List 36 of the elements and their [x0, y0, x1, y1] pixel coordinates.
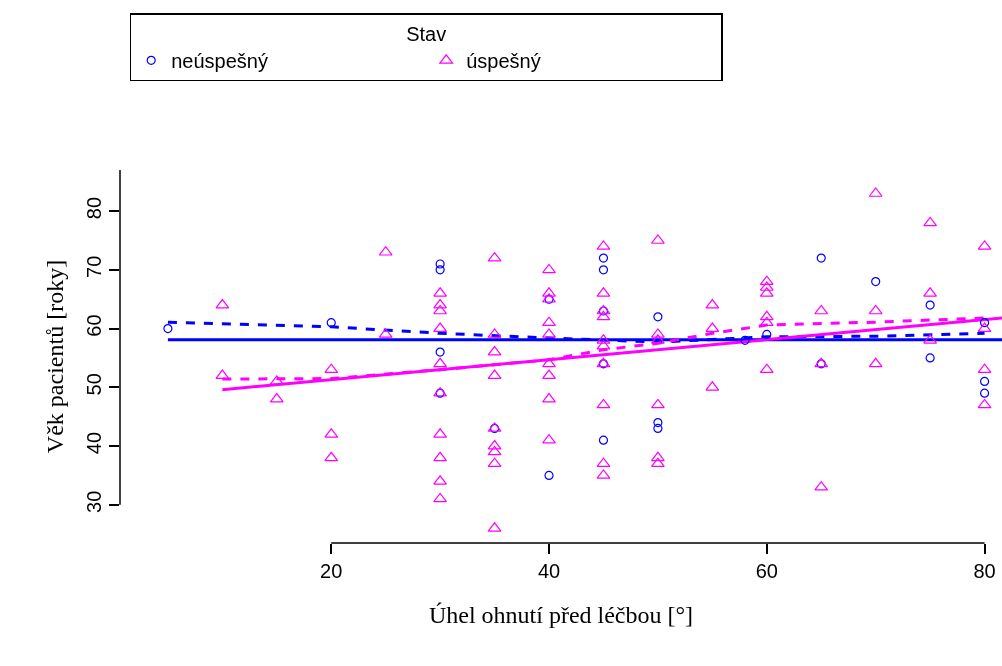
y-tick-label: 70: [83, 255, 105, 278]
point: [925, 353, 935, 363]
point: [653, 312, 663, 322]
legend-label: neúspešný: [171, 50, 268, 73]
y-tick-label: 40: [83, 431, 105, 455]
legend-title: Stav: [406, 22, 447, 45]
point: [435, 259, 445, 269]
y-tick-label: 80: [83, 196, 105, 220]
point: [979, 376, 990, 387]
point: [871, 277, 881, 287]
point: [925, 300, 935, 310]
x-axis-title: Úhel ohnutí před léčbou [°]: [428, 602, 694, 629]
point: [979, 318, 990, 328]
point: [598, 435, 609, 445]
x-tick-label: 20: [320, 560, 343, 582]
x-tick-label: 60: [755, 560, 778, 582]
point: [435, 347, 445, 357]
point: [653, 417, 663, 428]
point: [163, 324, 173, 334]
point: [544, 470, 554, 481]
point: [740, 335, 750, 345]
x-tick-label: 40: [537, 560, 561, 582]
point: [816, 253, 826, 263]
point: [979, 388, 990, 398]
point: [653, 423, 663, 434]
legend-label: úspešný: [466, 50, 541, 73]
y-tick-label: 30: [83, 490, 105, 513]
point: [762, 329, 772, 340]
point: [435, 265, 445, 275]
y-axis-title: Věk pacientů [roky]: [42, 259, 69, 454]
y-tick-label: 60: [83, 314, 105, 337]
point: [326, 318, 336, 328]
point: [598, 253, 609, 263]
point: [598, 265, 609, 275]
y-tick-label: 50: [83, 373, 105, 396]
x-tick-label: 80: [973, 560, 996, 582]
